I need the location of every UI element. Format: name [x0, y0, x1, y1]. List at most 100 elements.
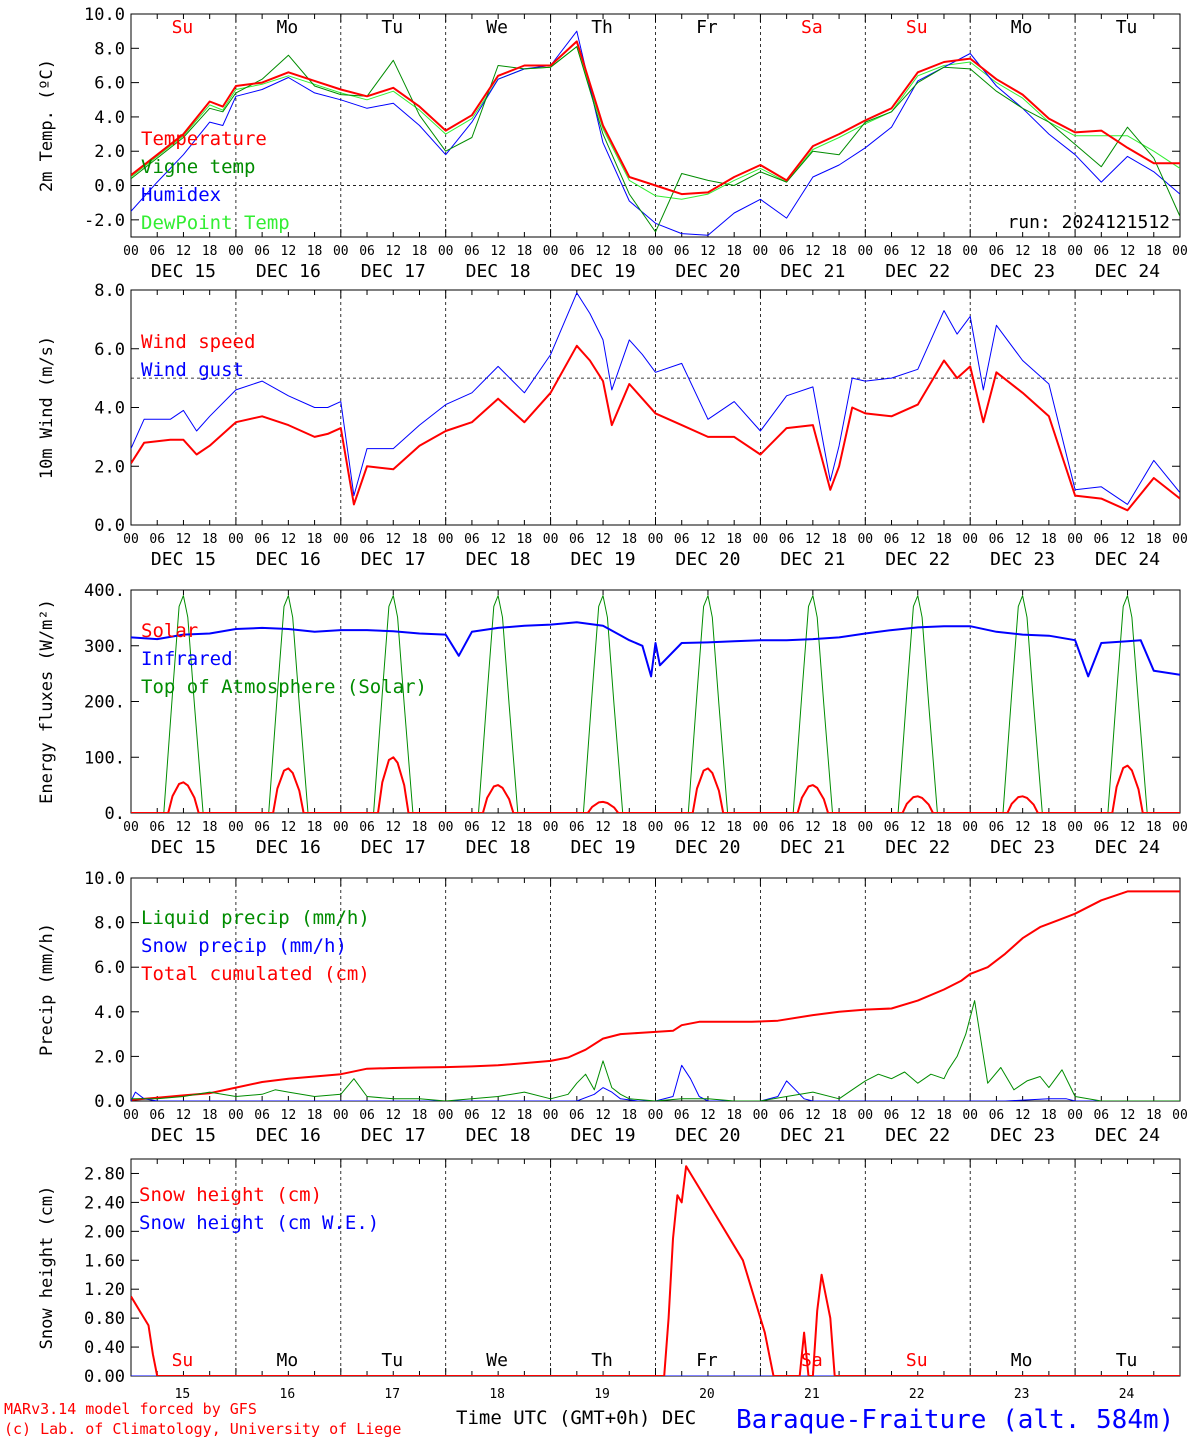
hour-tick-label: 18 [621, 820, 637, 835]
date-label: DEC 16 [256, 261, 321, 282]
day-number-label: 20 [699, 1387, 715, 1402]
hour-tick-label: 00 [543, 244, 559, 259]
hour-tick-label: 18 [726, 1108, 742, 1123]
hour-tick-label: 12 [281, 1108, 297, 1123]
hour-tick-label: 18 [517, 1108, 533, 1123]
hour-tick-label: 12 [490, 820, 506, 835]
hour-tick-label: 06 [569, 820, 585, 835]
hour-tick-label: 12 [281, 532, 297, 547]
hour-tick-label: 00 [1067, 244, 1083, 259]
series-line-wind-speed [131, 344, 1180, 512]
hour-tick-label: 12 [1015, 1108, 1031, 1123]
weekday-label: Tu [381, 1350, 403, 1371]
hour-tick-label: 18 [1041, 244, 1057, 259]
hour-tick-label: 00 [962, 1108, 978, 1123]
series-line-solar [131, 756, 1180, 813]
hour-tick-label: 12 [1015, 532, 1031, 547]
y-tick-label: 8.0 [94, 281, 125, 301]
y-tick-label: 0.0 [94, 1092, 125, 1112]
weekday-label: We [486, 17, 508, 38]
series-layer [131, 30, 1180, 236]
hour-tick-label: 00 [857, 1108, 873, 1123]
y-tick-label: 6.0 [94, 958, 125, 978]
date-label: DEC 15 [151, 837, 216, 858]
hour-tick-label: 06 [149, 820, 165, 835]
series-line-vigne-temp [131, 46, 1180, 233]
date-label: DEC 20 [675, 549, 740, 570]
hour-tick-label: 06 [359, 244, 375, 259]
y-tick-label: 200. [84, 693, 125, 713]
chart-panels: -2.0 0.0 2.0 4.0 6.0 8.0 10.0 2m Temp. (ºC) 00 06… [37, 5, 1188, 1402]
date-label: DEC 16 [256, 549, 321, 570]
y-tick-label: 2.40 [84, 1193, 125, 1213]
weekday-label: Sa [801, 1350, 823, 1371]
hour-tick-label: 12 [176, 532, 192, 547]
hour-tick-label: 12 [700, 820, 716, 835]
y-tick-label: 6.0 [94, 340, 125, 360]
run-label: run: 2024121512 [1007, 212, 1170, 233]
y-axis-title: Precip (mm/h) [37, 923, 57, 1056]
hour-tick-label: 06 [149, 1108, 165, 1123]
hour-tick-label: 12 [910, 1108, 926, 1123]
hour-tick-label: 06 [674, 1108, 690, 1123]
series-line-liquid-precip-mm-h [131, 1000, 1180, 1101]
hour-tick-label: 00 [228, 820, 244, 835]
hour-tick-label: 18 [1041, 1108, 1057, 1123]
legend-entry: Liquid precip (mm/h) [141, 907, 370, 929]
date-label: DEC 20 [675, 1125, 740, 1146]
date-label: DEC 21 [780, 837, 845, 858]
hour-tick-label: 00 [333, 532, 349, 547]
series-line-temperature [131, 40, 1180, 196]
hour-tick-label: 00 [1172, 1108, 1188, 1123]
hour-tick-label: 18 [412, 820, 428, 835]
weekday-label: Th [591, 1350, 613, 1371]
day-number-label: 22 [909, 1387, 925, 1402]
hour-tick-label: 06 [464, 532, 480, 547]
hour-tick-label: 12 [595, 244, 611, 259]
hour-tick-label: 12 [490, 1108, 506, 1123]
hour-tick-label: 18 [307, 820, 323, 835]
y-tick-label: 2.80 [84, 1164, 125, 1184]
hour-tick-label: 06 [779, 532, 795, 547]
legend-entry: Wind gust [141, 359, 244, 381]
hour-tick-label: 00 [543, 1108, 559, 1123]
hour-tick-label: 18 [936, 532, 952, 547]
hour-tick-label: 00 [228, 244, 244, 259]
weekday-label: Su [172, 1350, 194, 1371]
weekday-label: Mo [277, 17, 299, 38]
hour-tick-label: 06 [254, 532, 270, 547]
hour-tick-label: 06 [1093, 1108, 1109, 1123]
hour-tick-label: 06 [779, 1108, 795, 1123]
weekday-label: Su [906, 1350, 928, 1371]
hour-tick-label: 18 [412, 244, 428, 259]
hour-tick-label: 06 [674, 532, 690, 547]
date-label: DEC 20 [675, 837, 740, 858]
date-label: DEC 22 [885, 549, 950, 570]
hour-tick-label: 00 [228, 1108, 244, 1123]
weekday-label: We [486, 1350, 508, 1371]
y-tick-label: 1.20 [84, 1280, 125, 1300]
hour-tick-label: 00 [123, 244, 139, 259]
hour-tick-label: 12 [176, 1108, 192, 1123]
y-tick-label: 6.0 [94, 74, 125, 94]
y-tick-label: 10.0 [84, 869, 125, 889]
hour-tick-label: 06 [779, 820, 795, 835]
hour-tick-label: 18 [936, 1108, 952, 1123]
hour-tick-label: 18 [936, 244, 952, 259]
date-label: DEC 15 [151, 549, 216, 570]
date-label: DEC 17 [361, 837, 426, 858]
hour-tick-label: 18 [831, 820, 847, 835]
hour-tick-label: 12 [1120, 532, 1136, 547]
y-tick-label: 0.40 [84, 1338, 125, 1358]
hour-tick-label: 00 [648, 244, 664, 259]
hour-tick-label: 12 [176, 244, 192, 259]
series-line-snow-height-cm [131, 1165, 1180, 1376]
y-tick-label: 2.0 [94, 457, 125, 477]
hour-tick-label: 12 [700, 244, 716, 259]
y-tick-label: 2.0 [94, 1047, 125, 1067]
y-tick-label: 4.0 [94, 399, 125, 419]
plot-frame [130, 589, 1181, 814]
day-number-label: 23 [1014, 1387, 1030, 1402]
hour-tick-label: 00 [857, 820, 873, 835]
